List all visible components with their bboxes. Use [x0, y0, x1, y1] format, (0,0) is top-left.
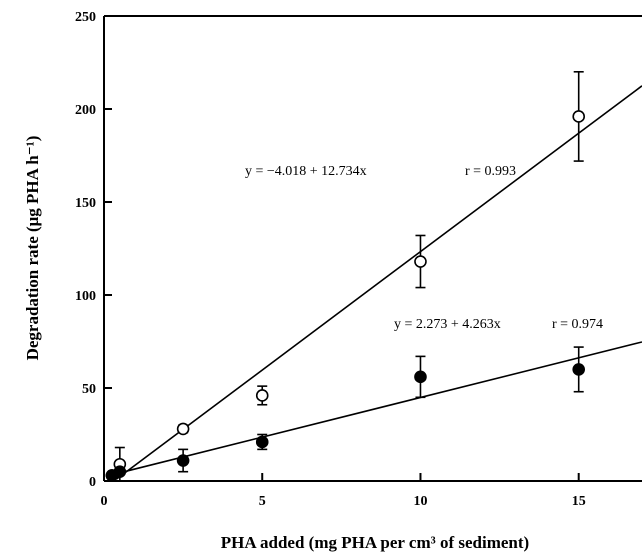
equation-label-filled: y = 2.273 + 4.263x	[394, 317, 501, 332]
error-bars	[114, 71, 584, 482]
y-tick-label: 250	[75, 10, 96, 25]
fit-line-open	[116, 85, 642, 480]
y-tick-label: 0	[89, 475, 96, 490]
plot-area	[103, 15, 642, 482]
x-ticks: 0 5 10 15	[101, 473, 586, 509]
data-points	[105, 110, 586, 482]
x-tick-label: 15	[572, 494, 586, 509]
y-ticks: 0 50 100 150 200 250	[75, 10, 112, 490]
y-tick-label: 200	[75, 103, 96, 118]
y-axis-title: Degradation rate (μg PHA h⁻¹)	[23, 136, 42, 361]
data-point-filled	[176, 454, 190, 467]
data-point-open	[572, 110, 586, 123]
x-axis-title: PHA added (mg PHA per cm³ of sediment)	[221, 533, 529, 552]
data-point-open	[414, 255, 427, 268]
x-tick-label: 0	[101, 494, 108, 509]
r-label-filled: r = 0.974	[552, 317, 603, 332]
data-point-filled	[113, 465, 127, 479]
x-tick-label: 5	[259, 494, 266, 509]
y-tick-label: 50	[82, 382, 96, 397]
equation-label-open: y = −4.018 + 12.734x	[245, 164, 367, 179]
data-point-filled	[414, 370, 427, 384]
y-tick-label: 100	[75, 289, 96, 304]
r-label-open: r = 0.993	[465, 164, 516, 179]
data-point-filled	[255, 435, 269, 449]
data-point-open	[176, 422, 190, 436]
y-tick-label: 150	[75, 196, 96, 211]
data-point-open	[255, 389, 269, 402]
data-point-filled	[572, 363, 586, 376]
fit-line-filled	[116, 341, 642, 475]
x-tick-label: 10	[413, 494, 427, 509]
fit-lines	[116, 85, 642, 480]
